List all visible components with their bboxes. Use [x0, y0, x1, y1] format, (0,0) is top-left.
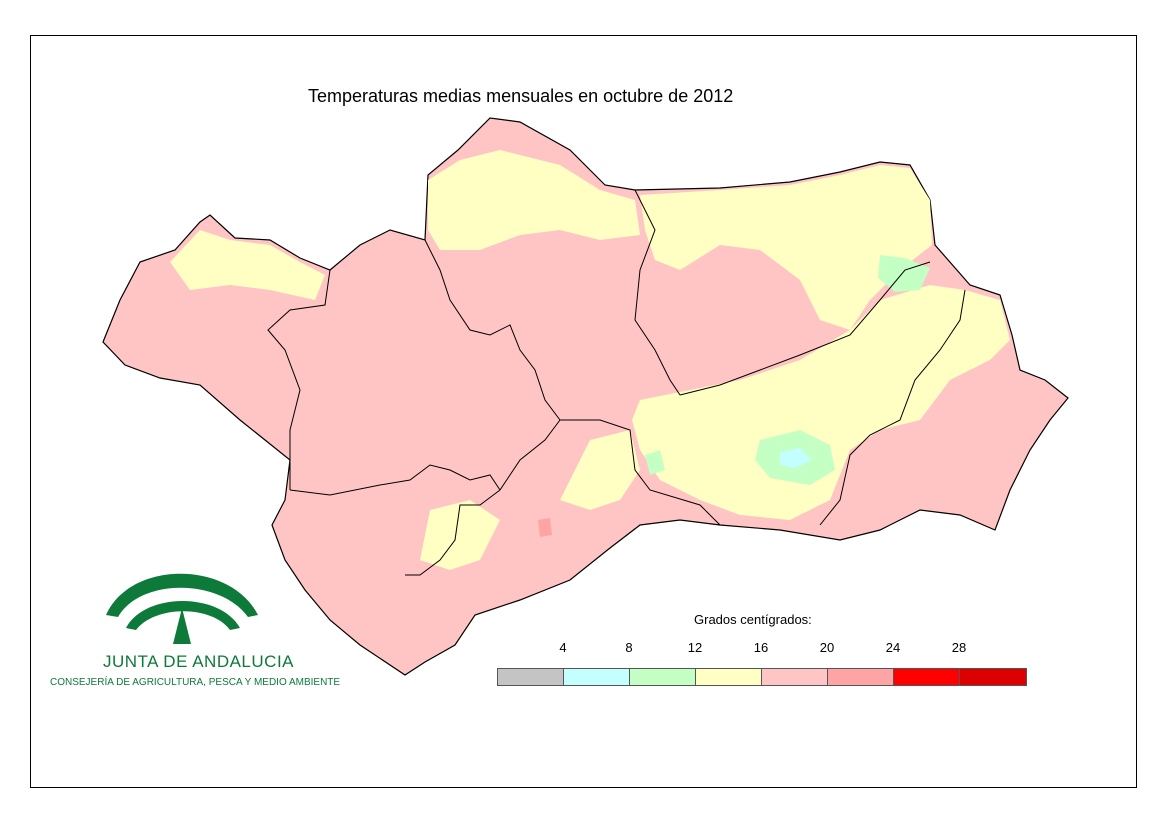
yellow-northeast [640, 165, 932, 330]
logo-spire-icon [173, 608, 191, 644]
logo-subtitle: CONSEJERÍA DE AGRICULTURA, PESCA Y MEDIO… [50, 677, 341, 688]
legend-swatch [696, 669, 762, 685]
border-cadiz-malaga [405, 489, 501, 576]
yellow-south [560, 430, 640, 510]
legend-swatch [960, 669, 1026, 685]
legend-swatch [762, 669, 828, 685]
legend-color-bar [497, 668, 1027, 686]
map-frame [30, 35, 1137, 788]
logo-name: JUNTA DE ANDALUCIA [103, 652, 295, 671]
border-sevilla-cadiz [289, 464, 501, 496]
border-sevilla-malaga [499, 419, 561, 491]
legend-swatch [828, 669, 894, 685]
border-cordoba-malaga [560, 419, 721, 526]
legend-swatch [630, 669, 696, 685]
legend-tick-label: 8 [625, 640, 633, 655]
legend-tick-label: 4 [559, 640, 567, 655]
border-granada-almeria [819, 289, 966, 526]
map-title: Temperaturas medias mensuales en octubre… [308, 86, 734, 106]
salmon-patch [538, 518, 552, 537]
legend-tick-label: 24 [885, 640, 901, 655]
legend-swatch [564, 669, 630, 685]
green-patch-west [645, 450, 665, 475]
green-cazorla [878, 255, 930, 292]
legend-tick-label: 20 [819, 640, 835, 655]
legend-title: Grados centígrados: [694, 612, 812, 627]
yellow-west-north [170, 230, 325, 300]
legend-swatch [498, 669, 564, 685]
junta-logo [106, 573, 258, 644]
legend-tick-label: 12 [687, 640, 703, 655]
yellow-center-east [632, 285, 1010, 520]
border-sevilla-cordoba [424, 239, 561, 421]
legend-tick-label: 16 [753, 640, 769, 655]
border-jaen-granada [679, 261, 931, 396]
logo-arc-outer-icon [106, 573, 258, 617]
logo-arc-inner-icon [126, 601, 240, 630]
yellow-patch-2 [420, 500, 500, 570]
cyan-peak [780, 448, 812, 468]
border-huelva-sevilla [267, 269, 331, 490]
yellow-north [428, 150, 640, 250]
legend-tick-label: 28 [951, 640, 967, 655]
border-cordoba-jaen [634, 189, 681, 396]
province-borders [267, 189, 966, 576]
legend-swatch [894, 669, 960, 685]
